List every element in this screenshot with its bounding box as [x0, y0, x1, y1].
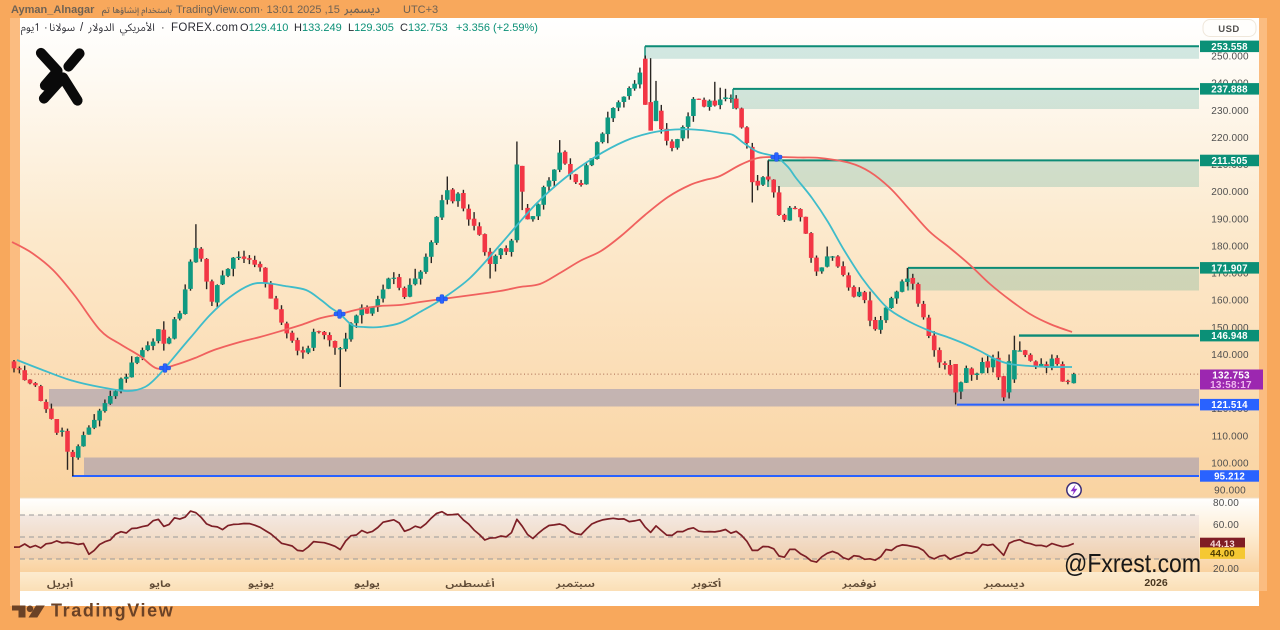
svg-text:100.000: 100.000 [1211, 459, 1249, 470]
svg-text:140.000: 140.000 [1211, 350, 1249, 361]
svg-text:170.000: 170.000 [1211, 269, 1249, 280]
svg-text:44.13: 44.13 [1210, 539, 1235, 550]
svg-text:200.000: 200.000 [1211, 187, 1249, 198]
svg-text:110.000: 110.000 [1212, 431, 1249, 442]
svg-text:FOREX.com: FOREX.com [171, 22, 238, 34]
svg-text:·: · [44, 22, 48, 34]
svg-text:150.000: 150.000 [1211, 323, 1249, 334]
svg-text:237.888: 237.888 [1211, 84, 1248, 95]
svg-text:95.212: 95.212 [1214, 472, 1245, 483]
svg-text:160.000: 160.000 [1211, 296, 1249, 307]
svg-text:20.00: 20.00 [1213, 564, 1239, 575]
svg-text:250.000: 250.000 [1211, 52, 1249, 63]
svg-text:O129.410: O129.410 [240, 22, 288, 34]
svg-text:C132.753: C132.753 [400, 22, 448, 34]
svg-text:USD: USD [1218, 24, 1240, 35]
svg-text:44.00: 44.00 [1210, 549, 1235, 560]
svg-text:2026: 2026 [1144, 577, 1168, 589]
svg-text:Ayman_Alnagar: Ayman_Alnagar [11, 4, 95, 16]
svg-text:171.907: 171.907 [1211, 263, 1247, 274]
svg-text:L129.305: L129.305 [348, 22, 394, 34]
svg-text:90.000: 90.000 [1214, 486, 1246, 497]
svg-text:190.000: 190.000 [1211, 214, 1249, 225]
svg-text:146.948: 146.948 [1211, 331, 1248, 342]
svg-text:132.753: 132.753 [1212, 371, 1250, 382]
svg-text:80.00: 80.00 [1213, 498, 1239, 509]
svg-text:+3.356 (+2.59%): +3.356 (+2.59%) [456, 22, 538, 34]
svg-text:TradingView: TradingView [51, 601, 174, 621]
svg-text:220.000: 220.000 [1211, 133, 1249, 144]
svg-text:13:58:17: 13:58:17 [1210, 380, 1252, 391]
svg-text:TradingView.com· 13:01 2025 ,1: TradingView.com· 13:01 2025 ,15 [176, 4, 340, 16]
svg-text:@Fxrest.com: @Fxrest.com [1064, 548, 1201, 578]
svg-text:121.514: 121.514 [1211, 400, 1248, 411]
svg-text:60.00: 60.00 [1213, 520, 1239, 531]
svg-text:UTC+3: UTC+3 [403, 4, 438, 16]
svg-text:253.558: 253.558 [1211, 42, 1248, 53]
svg-text:230.000: 230.000 [1211, 106, 1249, 117]
svg-text:/: / [80, 22, 84, 34]
svg-text:211.505: 211.505 [1212, 156, 1248, 167]
svg-text:H133.249: H133.249 [294, 22, 342, 34]
svg-text:·: · [161, 22, 165, 34]
svg-text:180.000: 180.000 [1211, 241, 1249, 252]
